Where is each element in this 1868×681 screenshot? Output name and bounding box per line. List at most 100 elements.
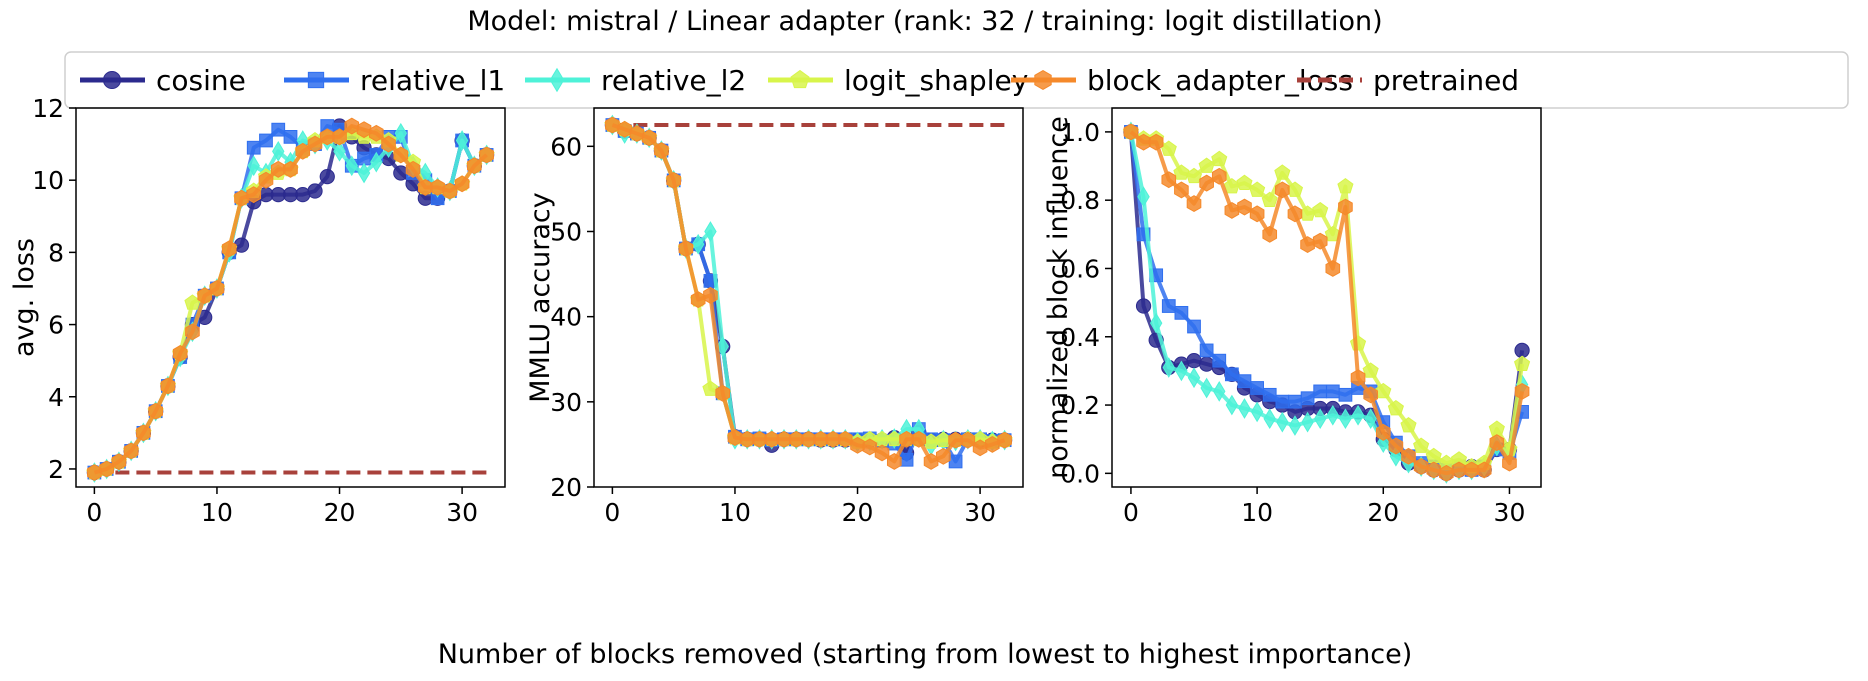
data-point	[259, 133, 273, 148]
data-point	[442, 182, 458, 200]
legend-marker	[1034, 69, 1052, 91]
data-point	[1388, 437, 1404, 455]
data-point	[1513, 355, 1531, 371]
data-point	[1387, 399, 1404, 416]
data-point	[1237, 198, 1252, 216]
data-point	[111, 453, 127, 471]
y-tick-label: 0.2	[1060, 391, 1100, 420]
data-point	[1250, 401, 1264, 423]
data-point	[1400, 417, 1417, 433]
data-point	[221, 240, 237, 258]
x-tick-label: 0	[604, 498, 620, 527]
legend-marker	[102, 70, 122, 90]
data-point	[997, 431, 1012, 449]
data-point	[862, 438, 878, 456]
data-point	[1413, 458, 1429, 475]
data-point	[1488, 420, 1505, 436]
y-tick-label: 60	[550, 132, 582, 161]
data-point	[874, 444, 890, 462]
legend-entry-cosine: cosine	[80, 64, 246, 97]
data-point	[1162, 357, 1175, 378]
data-point	[455, 130, 469, 151]
data-point	[1161, 299, 1176, 313]
data-point	[1263, 408, 1276, 430]
data-point	[850, 436, 865, 454]
data-point	[454, 175, 470, 193]
x-tick-label: 10	[1241, 498, 1273, 527]
data-point	[1375, 423, 1391, 441]
legend: cosine relative_l1 relative_l2 logit_shaple…	[64, 51, 1849, 109]
data-point	[393, 146, 409, 164]
data-point	[148, 402, 163, 420]
data-point	[960, 431, 976, 449]
legend-label: relative_l2	[601, 64, 746, 97]
data-point	[246, 140, 261, 155]
data-point	[1363, 386, 1378, 404]
data-point	[1287, 205, 1303, 223]
data-point	[1148, 133, 1164, 151]
data-point	[715, 384, 731, 402]
data-point	[319, 128, 335, 146]
x-tick-label: 30	[446, 498, 478, 527]
data-point	[370, 151, 383, 173]
legend-entry-relative-l1: relative_l1	[284, 64, 505, 97]
data-point	[1199, 174, 1214, 192]
data-point	[418, 178, 433, 196]
data-point	[345, 155, 358, 177]
data-point	[629, 125, 645, 143]
data-point	[1312, 201, 1329, 218]
data-point	[1237, 374, 1252, 389]
data-point	[1186, 195, 1202, 213]
data-point	[703, 286, 718, 304]
data-point	[1276, 411, 1289, 433]
data-point	[1200, 377, 1213, 399]
data-point	[1413, 437, 1430, 453]
data-point	[123, 442, 139, 460]
x-tick-label: 20	[1367, 498, 1399, 527]
plot-area	[75, 107, 506, 488]
data-point	[368, 124, 384, 142]
data-point	[1502, 454, 1517, 472]
data-point	[764, 430, 780, 448]
data-point	[1211, 150, 1228, 167]
y-tick-label: 4	[48, 383, 64, 412]
data-point	[405, 160, 421, 178]
data-point	[972, 439, 988, 457]
data-point	[923, 452, 939, 470]
data-point	[886, 452, 902, 470]
legend-label: pretrained	[1373, 64, 1519, 97]
data-point	[283, 130, 298, 144]
data-point	[1300, 236, 1315, 254]
data-point	[1401, 447, 1416, 465]
x-tick-label: 0	[86, 498, 102, 527]
data-point	[1187, 367, 1201, 389]
data-point	[1325, 384, 1340, 399]
y-axis-label: avg. loss	[9, 238, 40, 357]
data-point	[605, 116, 620, 134]
data-point	[307, 135, 323, 153]
legend-label: logit_shapley	[844, 64, 1028, 97]
data-point	[1426, 461, 1442, 479]
data-point	[209, 280, 225, 297]
data-point	[1451, 461, 1467, 479]
data-point	[1350, 369, 1366, 387]
y-tick-label: 12	[32, 94, 64, 123]
legend-entry-relative-l2: relative_l2	[525, 64, 746, 97]
x-tick-label: 10	[201, 498, 233, 527]
data-point	[1225, 394, 1239, 416]
data-point	[813, 430, 829, 448]
data-point	[1351, 404, 1365, 426]
series-relative-l1	[605, 118, 1012, 469]
data-point	[381, 135, 396, 153]
legend-marker	[790, 69, 810, 89]
data-point	[641, 129, 657, 147]
series-block-adapter-loss	[1123, 123, 1530, 482]
data-point	[825, 430, 841, 448]
data-point	[394, 122, 408, 144]
data-point	[1489, 434, 1505, 452]
data-point	[702, 380, 719, 396]
data-point	[788, 430, 804, 448]
data-point	[985, 435, 1000, 453]
shared-x-axis-label: Number of blocks removed (starting from …	[438, 639, 1413, 670]
